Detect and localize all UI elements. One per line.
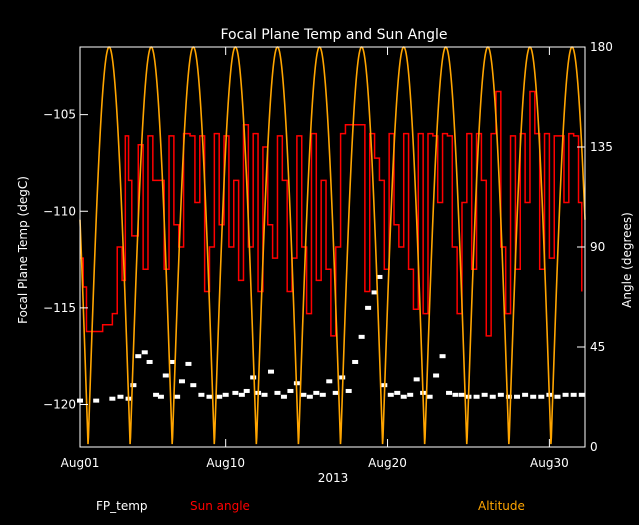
fp-temp-point bbox=[497, 392, 504, 397]
fp-temp-point bbox=[345, 388, 352, 393]
fp-temp-point bbox=[250, 375, 257, 380]
x-tick-label: Aug01 bbox=[61, 456, 100, 470]
fp-temp-point bbox=[109, 396, 116, 401]
fp-temp-point bbox=[481, 392, 488, 397]
fp-temp-point bbox=[570, 392, 577, 397]
legend-sun-angle: Sun angle bbox=[190, 499, 250, 513]
fp-temp-point bbox=[326, 379, 333, 384]
fp-temp-point bbox=[238, 392, 245, 397]
fp-temp-point bbox=[446, 390, 453, 395]
fp-temp-point bbox=[458, 392, 465, 397]
legend-fp-temp: FP_temp bbox=[96, 499, 148, 513]
fp-temp-point bbox=[394, 390, 401, 395]
y-right-tick-label: 0 bbox=[590, 440, 598, 454]
series-sun-angle bbox=[80, 90, 583, 337]
fp-temp-point bbox=[157, 394, 164, 399]
fp-temp-point bbox=[332, 390, 339, 395]
fp-temp-point bbox=[387, 392, 394, 397]
fp-temp-point bbox=[489, 394, 496, 399]
plot-frame bbox=[79, 46, 586, 448]
fp-temp-point bbox=[185, 361, 192, 366]
fp-temp-point bbox=[117, 394, 124, 399]
fp-temp-point bbox=[514, 394, 521, 399]
fp-temp-point bbox=[306, 394, 313, 399]
fp-temp-point bbox=[413, 377, 420, 382]
fp-temp-point bbox=[146, 359, 153, 364]
fp-temp-point bbox=[554, 394, 561, 399]
series-altitude bbox=[79, 46, 586, 445]
fp-temp-point bbox=[376, 274, 383, 279]
fp-temp-point bbox=[287, 388, 294, 393]
fp-temp-point bbox=[206, 394, 213, 399]
fp-temp-point bbox=[222, 392, 229, 397]
fp-temp-point bbox=[267, 369, 274, 374]
fp-temp-point bbox=[198, 392, 205, 397]
y-axis-label-right: Angle (degrees) bbox=[620, 212, 634, 308]
fp-temp-point bbox=[452, 392, 459, 397]
fp-temp-point bbox=[358, 334, 365, 339]
fp-temp-point bbox=[352, 359, 359, 364]
y-left-tick-label: −115 bbox=[43, 301, 76, 315]
fp-temp-point bbox=[400, 394, 407, 399]
y-left-tick-label: −120 bbox=[43, 397, 76, 411]
fp-temp-point bbox=[371, 290, 378, 295]
x-tick-label: Aug20 bbox=[368, 456, 407, 470]
fp-temp-point bbox=[174, 394, 181, 399]
fp-temp-point bbox=[439, 354, 446, 359]
fp-temp-point bbox=[433, 373, 440, 378]
fp-temp-point bbox=[178, 379, 185, 384]
y-right-tick-label: 45 bbox=[590, 340, 605, 354]
fp-temp-point bbox=[274, 390, 281, 395]
legend-altitude: Altitude bbox=[478, 499, 525, 513]
fp-temp-point bbox=[261, 392, 268, 397]
fp-temp-point bbox=[280, 394, 287, 399]
fp-temp-point bbox=[141, 350, 148, 355]
fp-temp-point bbox=[313, 390, 320, 395]
axes: −105 −110 −115 −120 0 45 90 135 180 Aug01 Aug10 Aug… bbox=[43, 40, 613, 470]
fp-temp-point bbox=[530, 394, 537, 399]
plot-area bbox=[77, 46, 586, 445]
fp-temp-point bbox=[216, 394, 223, 399]
fp-temp-point bbox=[505, 394, 512, 399]
fp-temp-point bbox=[300, 392, 307, 397]
chart-title: Focal Plane Temp and Sun Angle bbox=[220, 27, 447, 43]
x-tick-label: Aug10 bbox=[206, 456, 245, 470]
fp-temp-point bbox=[243, 388, 250, 393]
x-tick-label: Aug30 bbox=[530, 456, 569, 470]
y-left-tick-label: −105 bbox=[43, 108, 76, 122]
y-right-tick-label: 135 bbox=[590, 140, 613, 154]
fp-temp-point bbox=[522, 392, 529, 397]
y-left-tick-label: −110 bbox=[43, 204, 76, 218]
x-axis-label: 2013 bbox=[318, 471, 349, 485]
fp-temp-point bbox=[473, 394, 480, 399]
y-right-tick-label: 90 bbox=[590, 240, 605, 254]
fp-temp-point bbox=[319, 392, 326, 397]
fp-temp-point bbox=[153, 392, 160, 397]
fp-temp-point bbox=[578, 392, 585, 397]
fp-temp-point bbox=[169, 359, 176, 364]
fp-temp-point bbox=[426, 394, 433, 399]
fp-temp-point bbox=[232, 390, 239, 395]
fp-temp-point bbox=[135, 354, 142, 359]
y-right-tick-label: 180 bbox=[590, 40, 613, 54]
fp-temp-point bbox=[407, 392, 414, 397]
fp-temp-point bbox=[365, 305, 372, 310]
y-axis-label-left: Focal Plane Temp (degC) bbox=[16, 176, 30, 324]
fp-temp-point bbox=[162, 373, 169, 378]
fp-temp-point bbox=[562, 392, 569, 397]
fp-temp-point bbox=[190, 383, 197, 388]
fp-temp-point bbox=[130, 383, 137, 388]
fp-temp-point bbox=[93, 398, 100, 403]
fp-temp-point bbox=[538, 394, 545, 399]
